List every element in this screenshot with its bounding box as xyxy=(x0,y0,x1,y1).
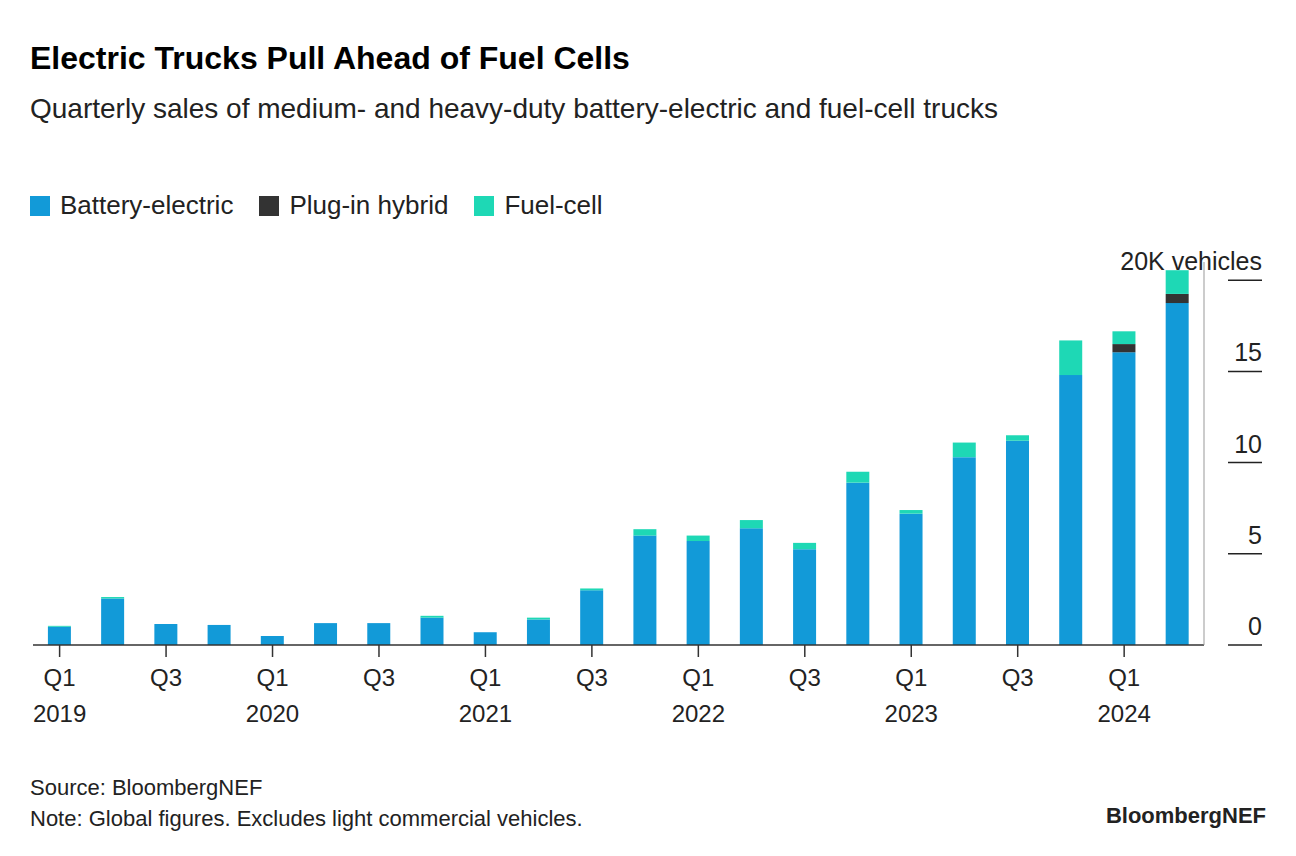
svg-text:Q3: Q3 xyxy=(363,664,395,691)
html-text:BloombergNEF: BloombergNEF xyxy=(1105,803,1266,828)
svg-text:Q12024: Q12024 xyxy=(1097,664,1150,727)
html-text:Note: Global figures. Excludes: Note: Global figures. Excludes light com… xyxy=(30,806,583,831)
svg-text:10: 10 xyxy=(1234,430,1262,458)
svg-text:0: 0 xyxy=(1248,612,1262,640)
svg-text:Q3: Q3 xyxy=(1002,664,1034,691)
svg-text:Q12020: Q12020 xyxy=(246,664,299,727)
svg-text:Q3: Q3 xyxy=(789,664,821,691)
svg-text:Q12023: Q12023 xyxy=(885,664,938,727)
svg-text:20K vehicles: 20K vehicles xyxy=(1120,247,1262,275)
html-text:Plug-in hybrid: Plug-in hybrid xyxy=(289,190,449,220)
svg-text:15: 15 xyxy=(1234,338,1262,366)
svg-text:Q12021: Q12021 xyxy=(459,664,512,727)
html-text:Fuel-cell: Fuel-cell xyxy=(504,190,603,220)
svg-text:Q3: Q3 xyxy=(576,664,608,691)
html-text:Source: BloombergNEF: Source: BloombergNEF xyxy=(30,775,263,800)
svg-text:Q12019: Q12019 xyxy=(33,664,86,727)
svg-text:Q12022: Q12022 xyxy=(672,664,725,727)
html-text:Electric Trucks Pull Ahead of: Electric Trucks Pull Ahead of Fuel Cells xyxy=(30,40,630,76)
svg-text:Q3: Q3 xyxy=(150,664,182,691)
svg-text:5: 5 xyxy=(1248,521,1262,549)
html-text:Quarterly sales of medium- and: Quarterly sales of medium- and heavy-dut… xyxy=(30,93,998,124)
html-text:Battery-electric: Battery-electric xyxy=(60,190,234,220)
